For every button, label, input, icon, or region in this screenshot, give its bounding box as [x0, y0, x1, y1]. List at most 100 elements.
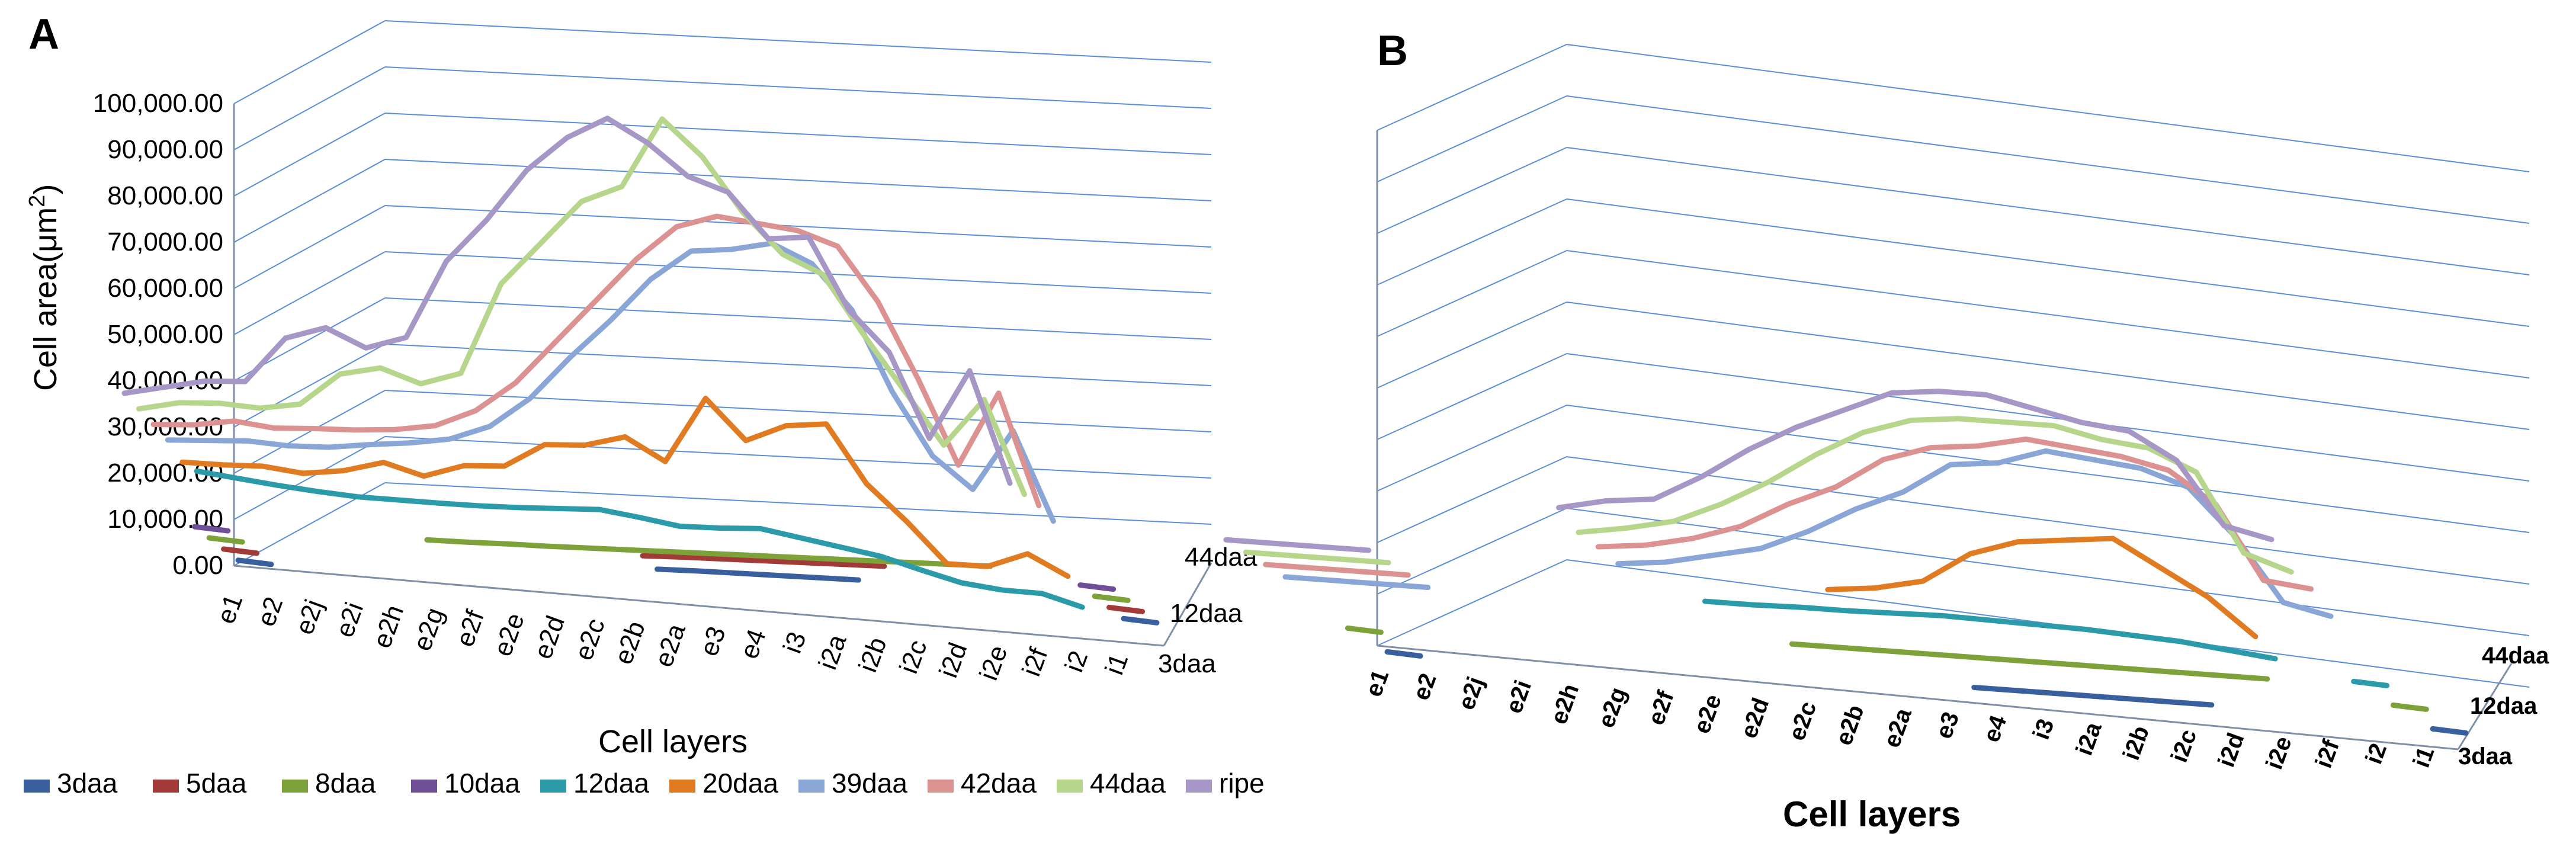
panel-a-x-tick-label: i2b [854, 633, 893, 676]
panel-a-x-tick-label: e2e [488, 609, 530, 660]
legend-swatch-3daa [24, 780, 50, 793]
panel-a-gridline-back [384, 66, 1212, 109]
panel-a-x-tick-label: i2 [1060, 647, 1094, 676]
legend-label-44daa: 44daa [1090, 768, 1166, 799]
panel-a-gridline-left [233, 66, 386, 150]
panel-a-series-3daa [235, 557, 274, 567]
panel-a-gridline-left [233, 113, 386, 197]
panel-a-y-axis-title: Cell area(μm2) [25, 184, 63, 391]
legend-swatch-ripe [1186, 780, 1212, 793]
panel-b-x-axis-title: Cell layers [1783, 794, 1961, 834]
panel-a-y-tick-label: 90,000.00 [107, 135, 223, 164]
panel-b-gridline-left [1377, 95, 1567, 182]
panel-b-gridline-back [1566, 95, 2530, 224]
panel-b-x-tick-label: e1 [1361, 666, 1394, 700]
panel-b-x-tick-label: e2g [1593, 684, 1632, 732]
panel-a-x-tick-label: e2b [609, 617, 651, 668]
panel-a-x-tick-label: e1 [211, 591, 249, 628]
panel-a-x-tick-label: i2f [1017, 644, 1054, 680]
panel-b-floor-front [1377, 644, 2459, 751]
panel-a-series-ripe [121, 116, 1013, 486]
panel-a-series-8daa [206, 535, 245, 545]
panel-b-depth-labels: 44daa 12daa 3daa [2458, 643, 2549, 769]
panel-a-series-3daa [655, 566, 861, 583]
panel-b-x-tick-label: e2h [1545, 681, 1584, 728]
panel-a-x-tick-label: i2e [974, 642, 1013, 684]
panel-a-gridline-left [233, 390, 386, 474]
panel-a-series-10daa [192, 524, 231, 534]
panel-a-y-tick-label: 60,000.00 [107, 274, 223, 303]
panel-b-series-ripe [1556, 389, 2275, 543]
legend-swatch-10daa [411, 780, 437, 793]
panel-a-gridline-left [233, 344, 386, 428]
panel-a-gridline-left [233, 159, 386, 243]
panel-a-x-tick-label: e3 [694, 623, 732, 660]
legend-swatch-44daa [1057, 780, 1083, 793]
panel-b-x-tick-label: i2f [2311, 736, 2345, 772]
legend-label-12daa: 12daa [573, 768, 649, 799]
legend-swatch-8daa [282, 780, 308, 793]
panel-a-y-axis-title-text: Cell area(μm [28, 207, 63, 391]
panel-b-x-tick-label: i2c [2166, 726, 2202, 765]
panel-b-series-ripe [1223, 537, 1372, 553]
panel-b-gridline-left [1377, 250, 1567, 337]
panel-a-depth-label: 12daa [1170, 599, 1243, 628]
panel-a-y-tick-label: 80,000.00 [107, 181, 223, 210]
panel-b-depth-label: 44daa [2482, 643, 2549, 669]
panel-b-series-12daa [2351, 678, 2390, 688]
panel-b-x-tick-label: i3 [2028, 716, 2059, 743]
panel-a-gridline-back [384, 297, 1212, 340]
panel-a-x-tick-label: i2c [894, 636, 932, 678]
panel-a-series-39daa [165, 240, 1056, 524]
panel-a-y-ticks: 0.0010,000.0020,000.0030,000.0040,000.00… [93, 89, 223, 580]
panel-a-y-axis-title-close: ) [28, 184, 63, 195]
panel-b-gridline-back [1566, 353, 2530, 482]
panel-b-gridline-left [1377, 353, 1567, 440]
panel-b-gridline-back [1566, 147, 2530, 275]
panel-a-y-tick-label: 100,000.00 [93, 89, 223, 118]
panel-b-gridline-left [1377, 44, 1567, 131]
panel-b-series-12daa [1702, 598, 2278, 662]
panel-b-series-44daa [1243, 549, 1391, 566]
panel-b-gridline-left [1377, 302, 1567, 389]
panel-b-x-tick-label: e2d [1735, 694, 1774, 742]
panel-a-depth-label: 3daa [1158, 649, 1216, 678]
legend-label-20daa: 20daa [702, 768, 778, 799]
panel-b-x-tick-label: i2e [2261, 733, 2296, 772]
panel-b-x-tick-label: e2a [1879, 704, 1917, 751]
panel-a-floor-right [1163, 562, 1212, 646]
panel-a-x-tick-label: e2f [450, 606, 490, 650]
panel-a-x-tick-label: e2 [252, 593, 289, 630]
panel-b-gridline-back [1566, 198, 2530, 327]
panel-b-gridline-left [1377, 405, 1567, 492]
panel-b-gridline-back [1566, 250, 2530, 379]
panel-b-x-tick-label: e2c [1783, 698, 1821, 744]
legend-swatch-12daa [540, 780, 566, 793]
panel-b-gridline-back [1566, 508, 2530, 636]
panel-a-series [121, 116, 1160, 626]
panel-a-gridline-back [384, 20, 1212, 63]
panel-b-series-39daa [1615, 448, 2334, 619]
panel-a-x-tick-label: i2d [933, 639, 973, 681]
legend-swatch-20daa [669, 780, 695, 793]
panel-a-series-8daa [1092, 594, 1131, 604]
panel-b-series [1223, 389, 2469, 736]
panel-a-series-42daa [150, 213, 1042, 508]
panel-b-series-8daa [2390, 702, 2429, 712]
panel-a-gridline-left [233, 205, 386, 289]
panel-a-series-3daa [1121, 615, 1160, 626]
legend-label-5daa: 5daa [186, 768, 247, 799]
panel-a-y-tick-label: 0.00 [172, 551, 223, 580]
panel-a-gridline-back [384, 159, 1212, 201]
panel-a-series-44daa [136, 116, 1027, 498]
panel-a-y-tick-label: 70,000.00 [107, 227, 223, 256]
panel-b-series-3daa [1384, 649, 1423, 659]
legend-label-42daa: 42daa [961, 768, 1037, 799]
panel-b-gridline-left [1377, 198, 1567, 286]
panel-a-x-tick-label: e2c [569, 615, 611, 664]
panel-a-x-tick-label: e2d [528, 612, 570, 663]
panel-b-gridline-left [1377, 559, 1567, 646]
panel-a-x-tick-label: e2g [408, 604, 450, 655]
legend-label-ripe: ripe [1219, 768, 1265, 799]
